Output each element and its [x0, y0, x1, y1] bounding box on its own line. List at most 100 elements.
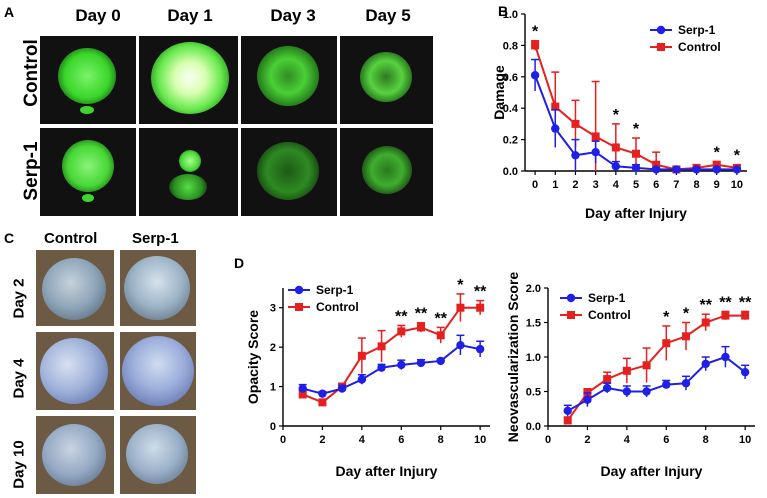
- legend-marker-serp1: [294, 285, 304, 295]
- x-tick-label: 10: [739, 434, 751, 446]
- legend-label: Serp-1: [316, 283, 354, 297]
- fluorescein-serp1-day5: [340, 128, 433, 216]
- data-point-control: [436, 331, 445, 340]
- eye-photo-serp1-day2: [120, 250, 196, 326]
- legend-label: Serp-1: [588, 291, 626, 305]
- panel-c-label: C: [4, 230, 15, 246]
- data-point-serp1: [712, 165, 721, 174]
- panel-a-label: A: [4, 4, 15, 20]
- eye-photo-serp1-day4: [120, 332, 196, 410]
- data-point-serp1: [583, 395, 592, 404]
- legend-marker-serp1: [656, 25, 666, 35]
- panel-c-row-day4: Day 4: [10, 358, 28, 399]
- significance-marker: *: [613, 107, 620, 124]
- fluorescein-control-day5: [340, 36, 433, 124]
- legend-marker-serp1: [566, 293, 576, 303]
- x-tick-label: 6: [653, 179, 659, 191]
- legend-label: Control: [678, 40, 721, 54]
- chart-neovascularization: 0.0 0.5 1.0 1.5 2.0 0 2 4 6 8 10 Day after Injury Ne…: [505, 272, 755, 479]
- data-point-control: [632, 149, 640, 158]
- x-tick-label: 2: [572, 179, 578, 191]
- data-point-serp1: [298, 384, 307, 393]
- data-point-control: [603, 375, 612, 384]
- fluorescein-serp1-day1: [139, 128, 238, 216]
- panel-a-col-day0: Day 0: [75, 6, 121, 25]
- data-point-control: [357, 351, 366, 360]
- data-point-control: [571, 119, 580, 128]
- x-tick-label: 9: [714, 179, 720, 191]
- series-line-control: [566, 314, 746, 422]
- data-point-control: [611, 143, 620, 152]
- significance-marker: **: [719, 294, 732, 311]
- data-point-serp1: [622, 387, 632, 396]
- y-tick-label: 0.4: [503, 103, 519, 115]
- x-tick-label: 10: [731, 179, 743, 191]
- data-point-serp1: [377, 363, 386, 372]
- significance-marker: *: [532, 24, 539, 41]
- series-line-serp-1: [302, 344, 481, 395]
- chart-D2-group: 0.0 0.5 1.0 1.5 2.0 0 2 4 6 8 10 Day after Injury Ne…: [505, 272, 755, 479]
- data-point-serp1: [692, 165, 701, 174]
- eye-photo-control-day4: [36, 332, 114, 410]
- data-point-serp1: [672, 165, 681, 174]
- y-tick-label: 0.0: [503, 166, 518, 178]
- significance-marker: *: [714, 145, 721, 162]
- panel-c-row-day10: Day 10: [10, 440, 28, 489]
- data-point-serp1: [530, 71, 540, 80]
- data-point-serp1: [642, 387, 651, 396]
- panel-b-label: B: [498, 3, 508, 19]
- data-point-control: [701, 318, 710, 327]
- x-tick-label: 8: [438, 434, 444, 446]
- eye-photo-control-day2: [36, 250, 114, 326]
- fluorescein-serp1-day0: [40, 128, 136, 216]
- significance-marker: **: [739, 294, 752, 311]
- x-tick-label: 4: [359, 434, 366, 446]
- y-tick-label: 0.6: [503, 72, 518, 84]
- legend-label: Control: [316, 300, 359, 314]
- y-tick-label: 1.0: [526, 352, 541, 364]
- data-point-control: [563, 416, 572, 425]
- y-tick-label: 0.8: [503, 40, 518, 52]
- chart-opacity: 0 1 2 3 0 2 4 6 8 10 Day after Injury Opacity Score…: [245, 277, 490, 479]
- significance-marker: *: [683, 306, 690, 323]
- y-tick-label: 1.0: [503, 9, 518, 21]
- x-tick-label: 2: [584, 434, 590, 446]
- fluorescein-control-day0: [40, 36, 136, 124]
- data-point-serp1: [651, 165, 661, 174]
- data-point-serp1: [631, 163, 641, 173]
- x-tick-label: 10: [474, 434, 486, 446]
- significance-marker: *: [734, 148, 741, 165]
- significance-marker: **: [395, 308, 408, 325]
- significance-marker: **: [434, 310, 447, 327]
- y-tick-label: 1.5: [526, 318, 541, 330]
- significance-marker: *: [633, 121, 640, 138]
- data-point-serp1: [563, 406, 572, 416]
- y-axis-label: Damage: [491, 65, 507, 120]
- x-axis-label: Day after Injury: [585, 205, 687, 221]
- x-tick-label: 0: [532, 179, 538, 191]
- x-tick-label: 0: [280, 434, 286, 446]
- data-point-serp1: [456, 340, 465, 350]
- x-tick-label: 6: [398, 434, 404, 446]
- y-tick-label: 0.0: [526, 421, 541, 433]
- chart-D1-group: 0 1 2 3 0 2 4 6 8 10 Day after Injury Opacity Score…: [245, 277, 490, 479]
- data-point-control: [622, 366, 631, 375]
- panel-a-col-day3: Day 3: [270, 6, 316, 25]
- significance-marker: **: [415, 306, 428, 323]
- significance-marker: *: [457, 277, 464, 294]
- panel-a-col-day1: Day 1: [167, 6, 213, 25]
- data-point-serp1: [436, 356, 445, 366]
- series-line-serp-1: [567, 355, 746, 412]
- data-point-serp1: [732, 165, 742, 174]
- legend-label: Serp-1: [678, 23, 716, 37]
- x-tick-label: 6: [663, 434, 669, 446]
- significance-marker: *: [663, 309, 670, 326]
- eye-photo-control-day10: [36, 416, 114, 494]
- chart-damage: B 0.0 0.2 0.4 0.6 0.8 1.0 0 1 2 3 4 5 6 7 8 9 10 Day after…: [491, 3, 747, 221]
- data-point-control: [662, 339, 671, 348]
- y-tick-label: 2: [270, 342, 276, 354]
- x-tick-label: 7: [673, 179, 679, 191]
- fluorescein-control-day1: [139, 36, 238, 124]
- y-axis-label: Opacity Score: [245, 310, 261, 404]
- x-tick-label: 0: [545, 434, 551, 446]
